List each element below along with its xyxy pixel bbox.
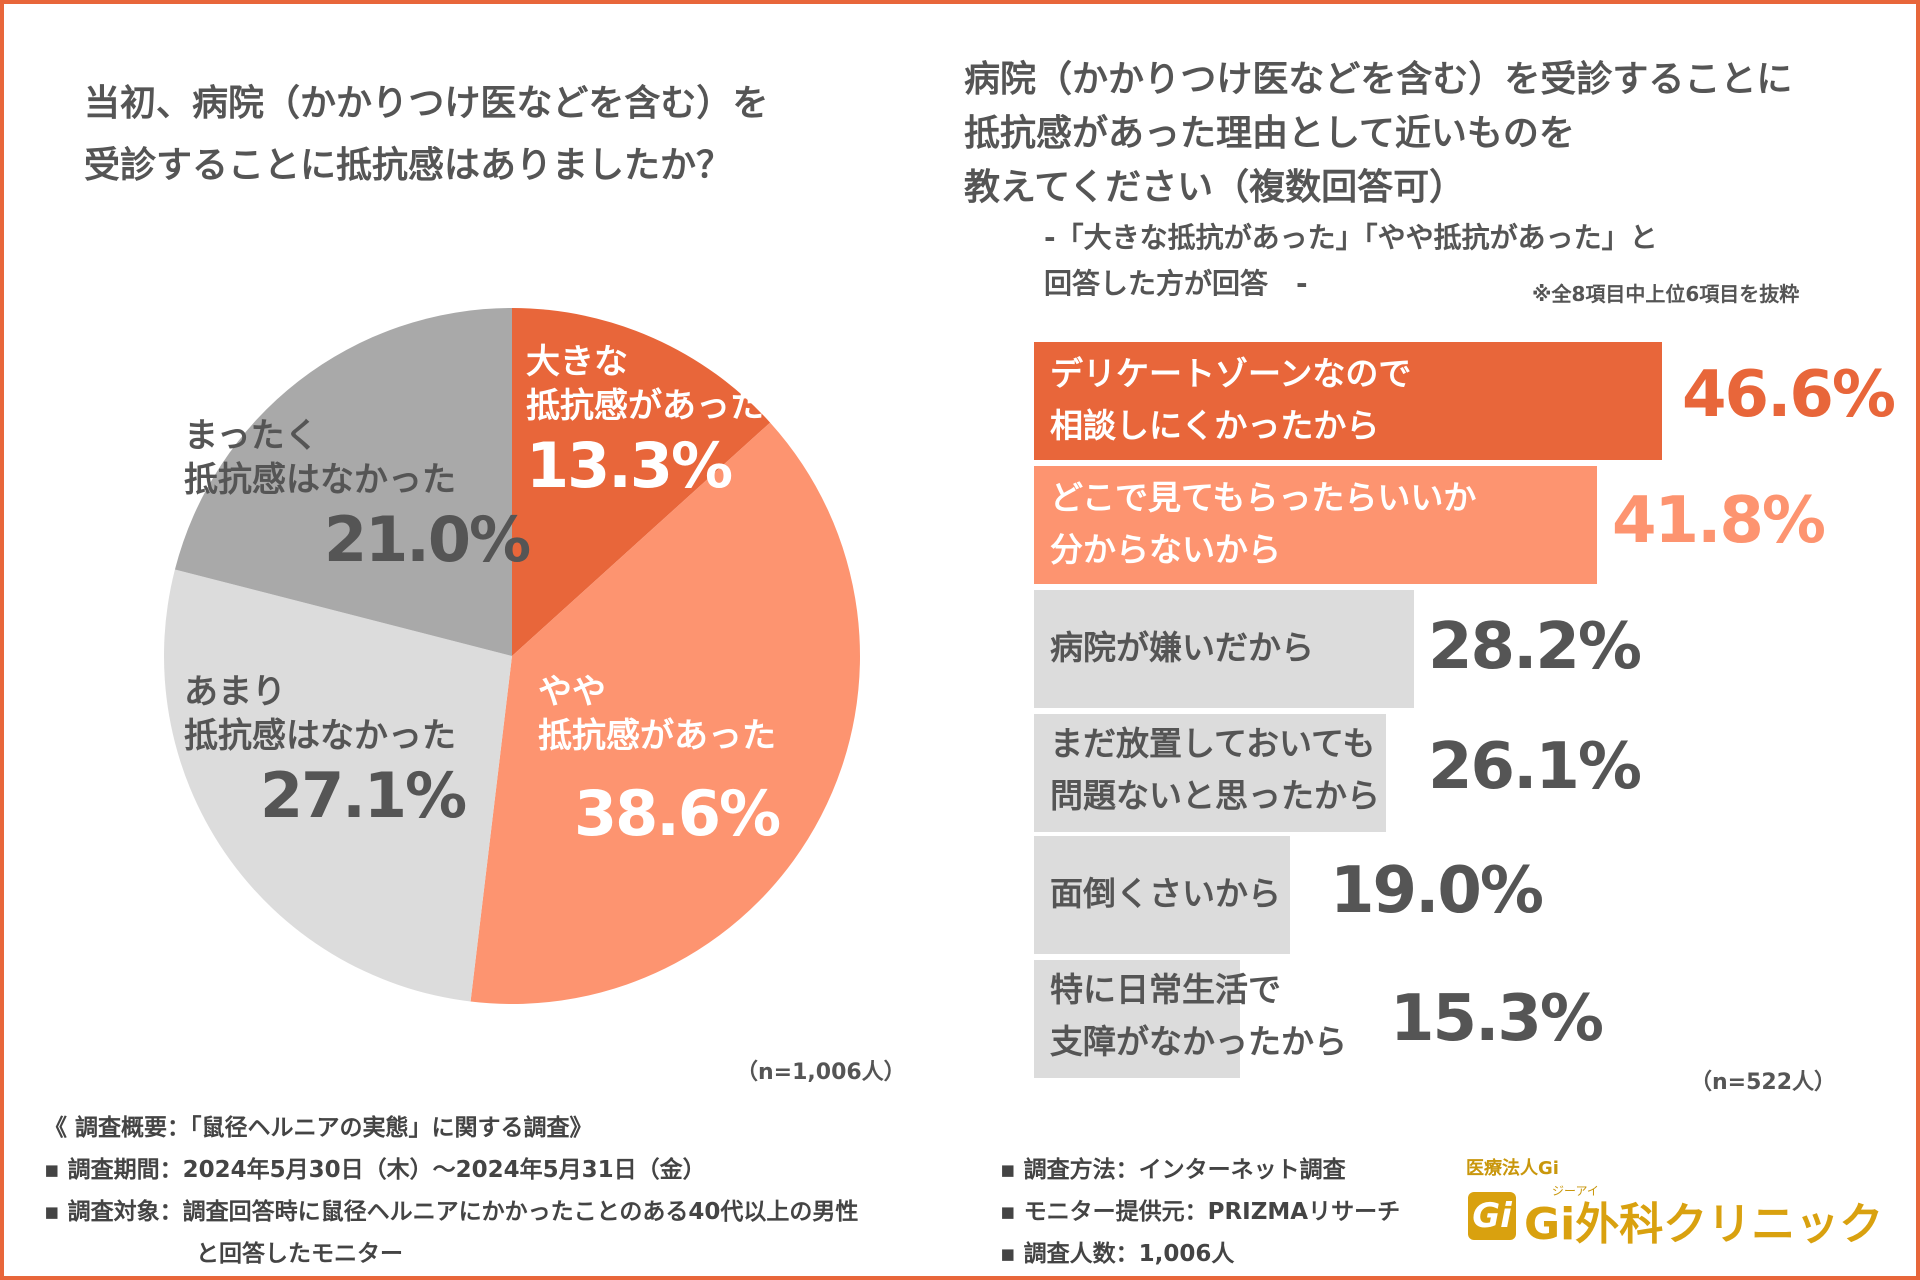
bar-5-value: 15.3% [1390, 982, 1604, 1056]
bar-2-label-line1: 病院が嫌いだから [1050, 628, 1314, 667]
bar-0-label-line2: 相談しにくかったから [1050, 406, 1380, 445]
logo-ruby: ジーアイ [1552, 1184, 1599, 1198]
pie-slice-2-label-line2: 抵抗感はなかった [184, 716, 456, 756]
bar-3 [1034, 714, 1386, 832]
pie-slice-1-value: 38.6% [574, 777, 781, 850]
bar-2-value: 28.2% [1428, 610, 1642, 684]
bar-4-value: 19.0% [1330, 854, 1544, 928]
bar-1-label-line1: どこで見てもらったらいいか [1050, 478, 1477, 517]
bar-4-label-line1: 面倒くさいから [1050, 874, 1281, 913]
logo-name: Gi外科クリニック [1524, 1199, 1884, 1250]
pie-slice-0-value: 13.3% [526, 429, 733, 502]
pie-label-slice-0: 大きな 抵抗感があった 13.3% [526, 340, 764, 504]
bar-title-line1: 病院（かかりつけ医などを含む）を受診することに [964, 59, 1793, 100]
bar-title-line2: 抵抗感があった理由として近いものを [964, 113, 1575, 154]
bar-subtitle-line2: 回答した方が回答 - [1044, 267, 1308, 300]
logo-org: 医療法人Gi [1466, 1158, 1559, 1179]
pie-slice-1-label-line1: やや [538, 672, 606, 712]
bar-subtitle-line1: -「大きな抵抗があった」「やや抵抗があった」と [1044, 221, 1658, 254]
bar-4-label: 面倒くさいから [1050, 868, 1281, 920]
bar-1-label-line2: 分からないから [1050, 530, 1281, 569]
pie-slice-1-label-line2: 抵抗感があった [538, 716, 776, 756]
pie-slice-2-value: 27.1% [260, 759, 467, 832]
bar-4 [1034, 836, 1290, 954]
survey-provider: ▪ モニター提供元：PRIZMAリサーチ [1000, 1199, 1401, 1225]
bar-0-value: 46.6% [1682, 358, 1896, 432]
pie-slice-3 [174, 308, 513, 656]
bar-3-label: まだ放置しておいても 問題ないと思ったから [1050, 718, 1380, 822]
bar-sample-size: （n=522人） [1690, 1070, 1837, 1095]
survey-target-line1: ▪ 調査対象：調査回答時に鼠径ヘルニアにかかったことのある40代以上の男性 [44, 1199, 859, 1225]
bar-5-label-line1: 特に日常生活で [1050, 970, 1281, 1009]
pie-slice-3-value: 21.0% [324, 503, 531, 576]
survey-period: ▪ 調査期間：2024年5月30日（木）〜2024年5月31日（金） [44, 1157, 706, 1183]
bar-5-label-line2: 支障がなかったから [1050, 1022, 1347, 1061]
bar-1 [1034, 466, 1597, 584]
bar-0-label: デリケートゾーンなので 相談しにくかったから [1050, 348, 1411, 452]
pie-sample-size: （n=1,006人） [736, 1060, 906, 1085]
bar-title-line3: 教えてください（複数回答可） [964, 167, 1466, 208]
pie-slice-3-label-line2: 抵抗感はなかった [184, 460, 456, 500]
bar-2 [1034, 590, 1414, 708]
pie-slice-0-label-line2: 抵抗感があった [526, 386, 764, 426]
bar-2-label: 病院が嫌いだから [1050, 622, 1314, 674]
pie-title-line2: 受診することに抵抗感はありましたか？ [84, 145, 733, 186]
bar-3-label-line2: 問題ないと思ったから [1050, 776, 1380, 815]
bar-3-value: 26.1% [1428, 730, 1642, 804]
bar-0 [1034, 342, 1662, 460]
bar-5-label: 特に日常生活で 支障がなかったから [1050, 964, 1347, 1068]
bar-1-value: 41.8% [1612, 484, 1826, 558]
pie-label-slice-3: まったく 抵抗感はなかった 21.0% [184, 414, 531, 578]
survey-method: ▪ 調査方法：インターネット調査 [1000, 1157, 1346, 1183]
survey-target-line2: と回答したモニター [196, 1241, 403, 1267]
pie-slice-1 [470, 422, 860, 1004]
pie-title-line1: 当初、病院（かかりつけ医などを含む）を [84, 83, 769, 124]
clinic-logo: 医療法人Gi ジーアイ Gi Gi外科クリニック [1462, 1154, 1892, 1250]
pie-slice-0 [512, 308, 771, 656]
pie-slice-2 [164, 569, 512, 1002]
bar-1-label: どこで見てもらったらいいか 分からないから [1050, 472, 1476, 576]
bar-note: ※全8項目中上位6項目を抜粋 [1532, 282, 1800, 306]
pie-slice-0-label-line1: 大きな [526, 342, 628, 382]
survey-count: ▪ 調査人数：1,006人 [1000, 1241, 1235, 1267]
pie-slice-3-label-line1: まったく [184, 416, 319, 456]
survey-title: 《 調査概要：「鼠径ヘルニアの実態」に関する調査》 [44, 1115, 593, 1141]
pie-label-slice-2: あまり 抵抗感はなかった 27.1% [184, 670, 467, 834]
bar-3-label-line1: まだ放置しておいても [1050, 724, 1376, 763]
logo-mark-icon: Gi [1468, 1192, 1516, 1240]
pie-slice-2-label-line1: あまり [184, 672, 286, 712]
bar-5 [1034, 960, 1240, 1078]
pie-label-slice-1: やや 抵抗感があった 38.6% [538, 670, 781, 852]
bar-0-label-line1: デリケートゾーンなので [1050, 354, 1412, 393]
